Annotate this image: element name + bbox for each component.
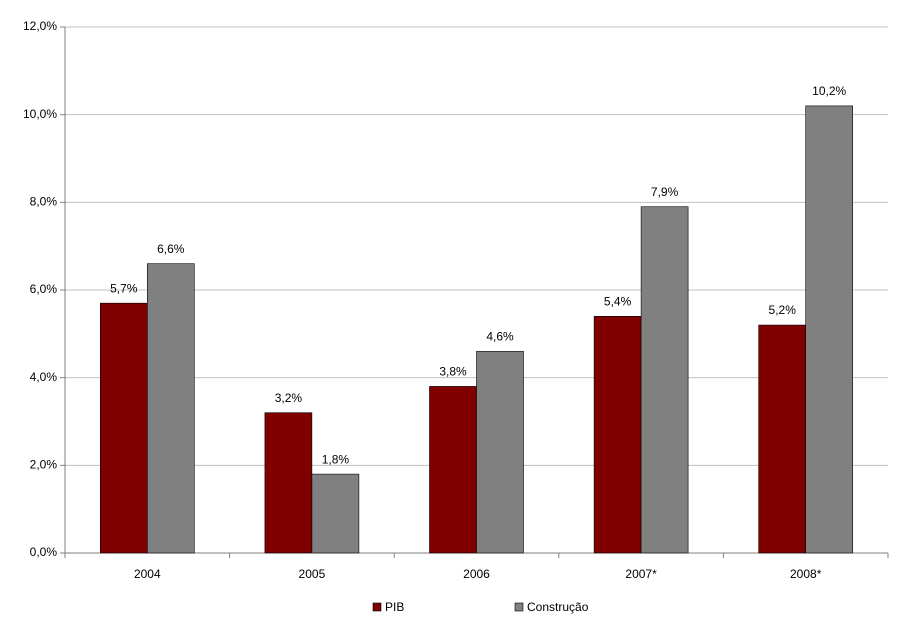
value-label: 5,2% xyxy=(769,303,797,317)
value-label: 5,7% xyxy=(110,281,138,295)
value-label: 1,8% xyxy=(322,452,350,466)
x-tick-label: 2008* xyxy=(790,567,822,581)
value-label: 3,2% xyxy=(275,391,303,405)
value-label: 6,6% xyxy=(157,242,185,256)
bar xyxy=(805,105,854,554)
bar xyxy=(264,412,313,554)
bar xyxy=(311,473,360,554)
y-tick-label: 6,0% xyxy=(30,282,58,296)
value-label: 7,9% xyxy=(651,185,679,199)
bar xyxy=(100,302,148,554)
legend-swatch xyxy=(372,602,382,612)
legend-swatch xyxy=(514,602,524,612)
bar xyxy=(147,263,195,554)
legend-label: Construção xyxy=(527,600,589,614)
x-tick-label: 2006 xyxy=(463,567,490,581)
value-label: 5,4% xyxy=(604,294,632,308)
x-tick-label: 2007* xyxy=(625,567,657,581)
y-tick-label: 2,0% xyxy=(30,458,58,472)
value-label: 3,8% xyxy=(439,365,467,379)
bar xyxy=(429,386,477,554)
legend-label: PIB xyxy=(385,600,404,614)
x-tick-label: 2005 xyxy=(299,567,326,581)
bar xyxy=(640,206,689,554)
y-tick-label: 12,0% xyxy=(23,19,57,33)
y-tick-label: 4,0% xyxy=(30,370,58,384)
value-label: 10,2% xyxy=(812,84,846,98)
value-label: 4,6% xyxy=(486,330,514,344)
x-tick-label: 2004 xyxy=(134,567,161,581)
y-tick-label: 8,0% xyxy=(30,195,58,209)
y-tick-label: 0,0% xyxy=(30,545,58,559)
y-tick-label: 10,0% xyxy=(23,107,57,121)
bar xyxy=(758,324,807,554)
bar xyxy=(476,351,524,554)
bar xyxy=(593,315,642,554)
